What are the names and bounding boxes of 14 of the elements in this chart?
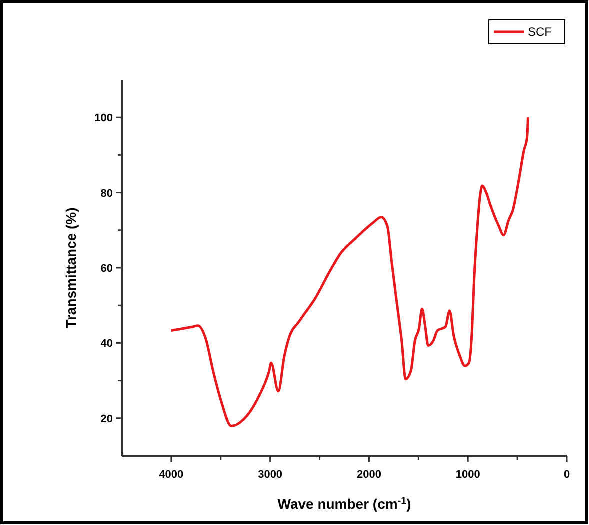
x-tick-label: 4000 <box>159 469 184 481</box>
x-axis-title: Wave number (cm$^{-1}$) <box>278 496 412 512</box>
y-tick-label: 20 <box>100 413 113 426</box>
x-tick-label: 2000 <box>356 469 382 481</box>
x-tick-label: 3000 <box>258 469 283 481</box>
x-tick-label: 1000 <box>456 469 480 481</box>
legend-label: SCF <box>528 25 552 39</box>
y-tick-label: 60 <box>100 263 113 275</box>
y-axis-title: Transmittance (%) <box>63 208 79 328</box>
y-tick-label: 40 <box>100 338 113 350</box>
x-tick-label: 0 <box>564 469 570 481</box>
y-tick-label: 100 <box>94 112 113 125</box>
line-series <box>170 116 530 428</box>
y-tick-label: 80 <box>100 188 113 200</box>
